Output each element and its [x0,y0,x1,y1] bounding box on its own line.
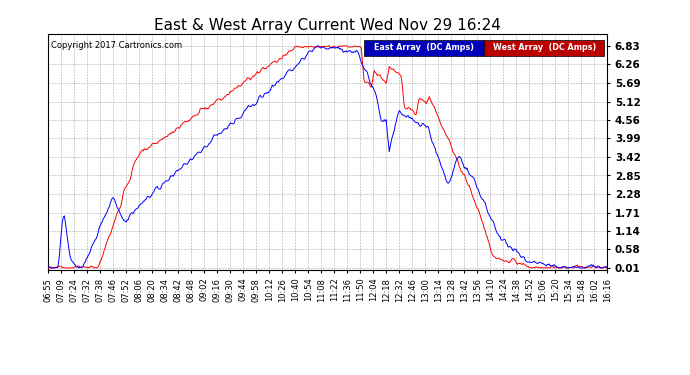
Title: East & West Array Current Wed Nov 29 16:24: East & West Array Current Wed Nov 29 16:… [155,18,501,33]
FancyBboxPatch shape [484,40,604,56]
FancyBboxPatch shape [364,40,484,56]
Text: Copyright 2017 Cartronics.com: Copyright 2017 Cartronics.com [51,41,182,50]
Text: West Array  (DC Amps): West Array (DC Amps) [493,43,596,52]
Text: East Array  (DC Amps): East Array (DC Amps) [374,43,474,52]
